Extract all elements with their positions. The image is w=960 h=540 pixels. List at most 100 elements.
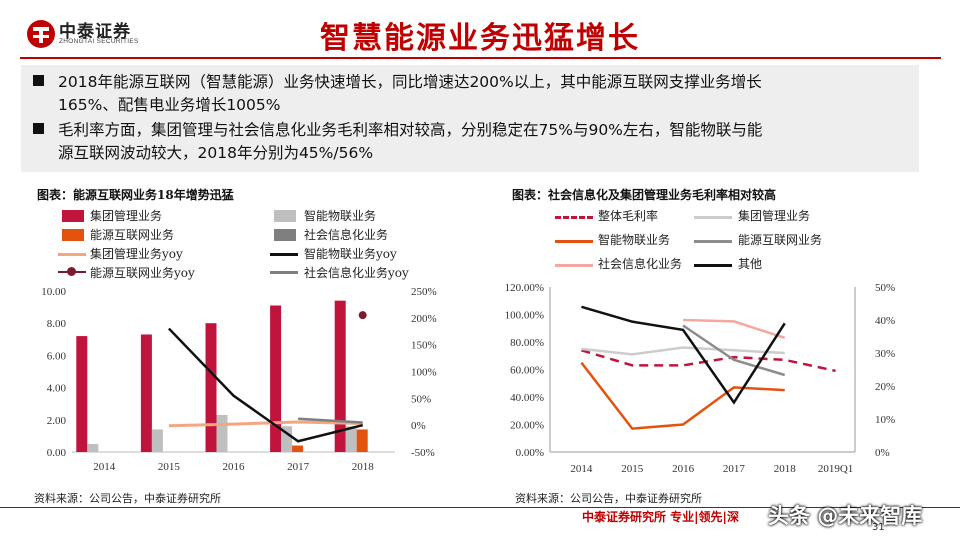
series-line bbox=[581, 305, 786, 405]
series-line bbox=[682, 324, 786, 377]
y2-tick-label: 50% bbox=[411, 393, 431, 405]
legend-label: 能源互联网业务 bbox=[738, 233, 823, 247]
legend-label: 其他 bbox=[738, 257, 763, 271]
legend-swatch bbox=[274, 229, 296, 241]
bar bbox=[76, 336, 88, 452]
legend-swatch bbox=[270, 271, 298, 274]
y2-tick-label: 50% bbox=[875, 282, 895, 294]
y-tick-label: 120.00% bbox=[505, 282, 544, 294]
series-line bbox=[683, 318, 786, 340]
bar bbox=[216, 414, 228, 452]
left-chart-title: 图表：能源互联网业务18年增势迅猛 bbox=[37, 188, 234, 202]
legend-marker bbox=[67, 267, 76, 276]
x-tick-label: 2014 bbox=[93, 461, 116, 473]
bullet-1: 2018年能源互联网（智慧能源）业务快速增长，同比增速达200%以上，其中能源互… bbox=[33, 71, 762, 117]
legend-label: 集团管理业务 bbox=[738, 209, 811, 223]
series-line bbox=[581, 346, 785, 356]
left-chart: 0.00 2.00 4.00 6.00 8.00 10.00 -50% 0% 50% 100% 15… bbox=[41, 286, 437, 473]
x-tick-label: 2017 bbox=[723, 463, 746, 475]
series-line bbox=[167, 327, 364, 443]
legend-label: 社会信息化业务 bbox=[598, 257, 683, 271]
legend-label: 集团管理业务yoy bbox=[90, 247, 183, 261]
y2-tick-label: 150% bbox=[411, 340, 437, 352]
y-tick-label: 6.00 bbox=[47, 350, 67, 362]
legend-swatch bbox=[555, 216, 593, 219]
page-title: 智慧能源业务迅猛增长 bbox=[320, 21, 640, 56]
x-tick-label: 2015 bbox=[621, 463, 644, 475]
y-tick-label: 0.00% bbox=[516, 447, 544, 459]
legend-swatch bbox=[555, 264, 593, 267]
y-tick-label: 0.00 bbox=[47, 447, 67, 459]
y2-tick-label: -50% bbox=[411, 447, 435, 459]
right-chart: 0.00% 20.00% 40.00% 60.00% 80.00% 100.00% 120.… bbox=[505, 282, 896, 475]
bar bbox=[140, 334, 152, 452]
legend-swatch bbox=[270, 253, 298, 256]
y2-tick-label: 250% bbox=[411, 286, 437, 298]
footer-text: 中泰证券研究所 专业|领先|深 bbox=[582, 510, 739, 524]
bar bbox=[87, 443, 99, 452]
bullet-square-icon bbox=[33, 123, 44, 134]
y2-tick-label: 100% bbox=[411, 367, 437, 379]
bar bbox=[292, 445, 304, 452]
legend-label: 整体毛利率 bbox=[598, 209, 659, 223]
bullet-1-line2: 165%、配售电业务增长1005% bbox=[58, 96, 281, 114]
x-tick-label: 2015 bbox=[158, 461, 181, 473]
y-tick-label: 4.00 bbox=[47, 383, 67, 395]
y-tick-label: 8.00 bbox=[47, 318, 67, 330]
y-tick-label: 60.00% bbox=[510, 365, 544, 377]
legend-swatch bbox=[62, 229, 84, 241]
y-tick-label: 40.00% bbox=[510, 392, 544, 404]
x-tick-label: 2016 bbox=[223, 461, 246, 473]
bullet-2-line1: 毛利率方面，集团管理与社会信息化业务毛利率相对较高，分别稳定在75%与90%左右… bbox=[58, 121, 763, 139]
series-line bbox=[580, 361, 785, 430]
y2-tick-label: 10% bbox=[875, 414, 895, 426]
y2-tick-label: 20% bbox=[875, 381, 895, 393]
bar bbox=[345, 426, 357, 452]
series-line bbox=[298, 417, 363, 424]
legend-label: 社会信息化业务yoy bbox=[304, 266, 409, 280]
legend-swatch bbox=[555, 240, 593, 243]
x-tick-label: 2014 bbox=[570, 463, 593, 475]
legend-label: 能源互联网业务 bbox=[90, 228, 175, 242]
bar bbox=[281, 426, 293, 452]
legend-swatch bbox=[58, 253, 86, 256]
legend-label: 智能物联业务yoy bbox=[304, 247, 397, 261]
y2-tick-label: 40% bbox=[875, 315, 895, 327]
x-tick-label: 2018 bbox=[352, 461, 375, 473]
left-chart-source: 资料来源：公司公告，中泰证券研究所 bbox=[34, 492, 221, 505]
legend-label: 社会信息化业务 bbox=[304, 228, 389, 242]
logo-text-cn: 中泰证券 bbox=[59, 22, 131, 42]
y-tick-label: 100.00% bbox=[505, 310, 544, 322]
legend-swatch bbox=[62, 210, 84, 222]
bar bbox=[151, 429, 163, 452]
right-chart-source: 资料来源：公司公告，中泰证券研究所 bbox=[515, 492, 702, 505]
legend-swatch bbox=[694, 216, 732, 219]
x-tick-label: 2019Q1 bbox=[818, 463, 853, 475]
series-point bbox=[358, 311, 367, 320]
bullet-square-icon bbox=[33, 75, 44, 86]
y-tick-label: 80.00% bbox=[510, 337, 544, 349]
bullet-2-line2: 源互联网波动较大，2018年分别为45%/56% bbox=[58, 144, 374, 162]
company-logo: 中泰证券 ZHONGTAI SECURITIES bbox=[26, 17, 156, 51]
x-tick-label: 2018 bbox=[774, 463, 797, 475]
footer-divider bbox=[0, 507, 960, 508]
bullet-1-line1: 2018年能源互联网（智慧能源）业务快速增长，同比增速达200%以上，其中能源互… bbox=[58, 73, 762, 91]
right-chart-title: 图表：社会信息化及集团管理业务毛利率相对较高 bbox=[512, 188, 777, 202]
logo-text-en: ZHONGTAI SECURITIES bbox=[59, 38, 139, 45]
y-tick-label: 10.00 bbox=[41, 286, 66, 298]
summary-box: 2018年能源互联网（智慧能源）业务快速增长，同比增速达200%以上，其中能源互… bbox=[21, 65, 919, 172]
y2-tick-label: 30% bbox=[875, 348, 895, 360]
y-tick-label: 2.00 bbox=[47, 415, 67, 427]
legend-label: 集团管理业务 bbox=[90, 209, 163, 223]
legend-label: 智能物联业务 bbox=[598, 233, 671, 247]
y-tick-label: 20.00% bbox=[510, 420, 544, 432]
logo-emblem-icon bbox=[27, 20, 55, 48]
bar bbox=[356, 429, 368, 452]
bar bbox=[334, 300, 346, 452]
title-divider bbox=[20, 57, 941, 59]
bar bbox=[205, 323, 217, 452]
bar bbox=[270, 305, 282, 452]
legend-swatch bbox=[274, 210, 296, 222]
x-tick-label: 2017 bbox=[287, 461, 310, 473]
series-line bbox=[581, 349, 836, 373]
